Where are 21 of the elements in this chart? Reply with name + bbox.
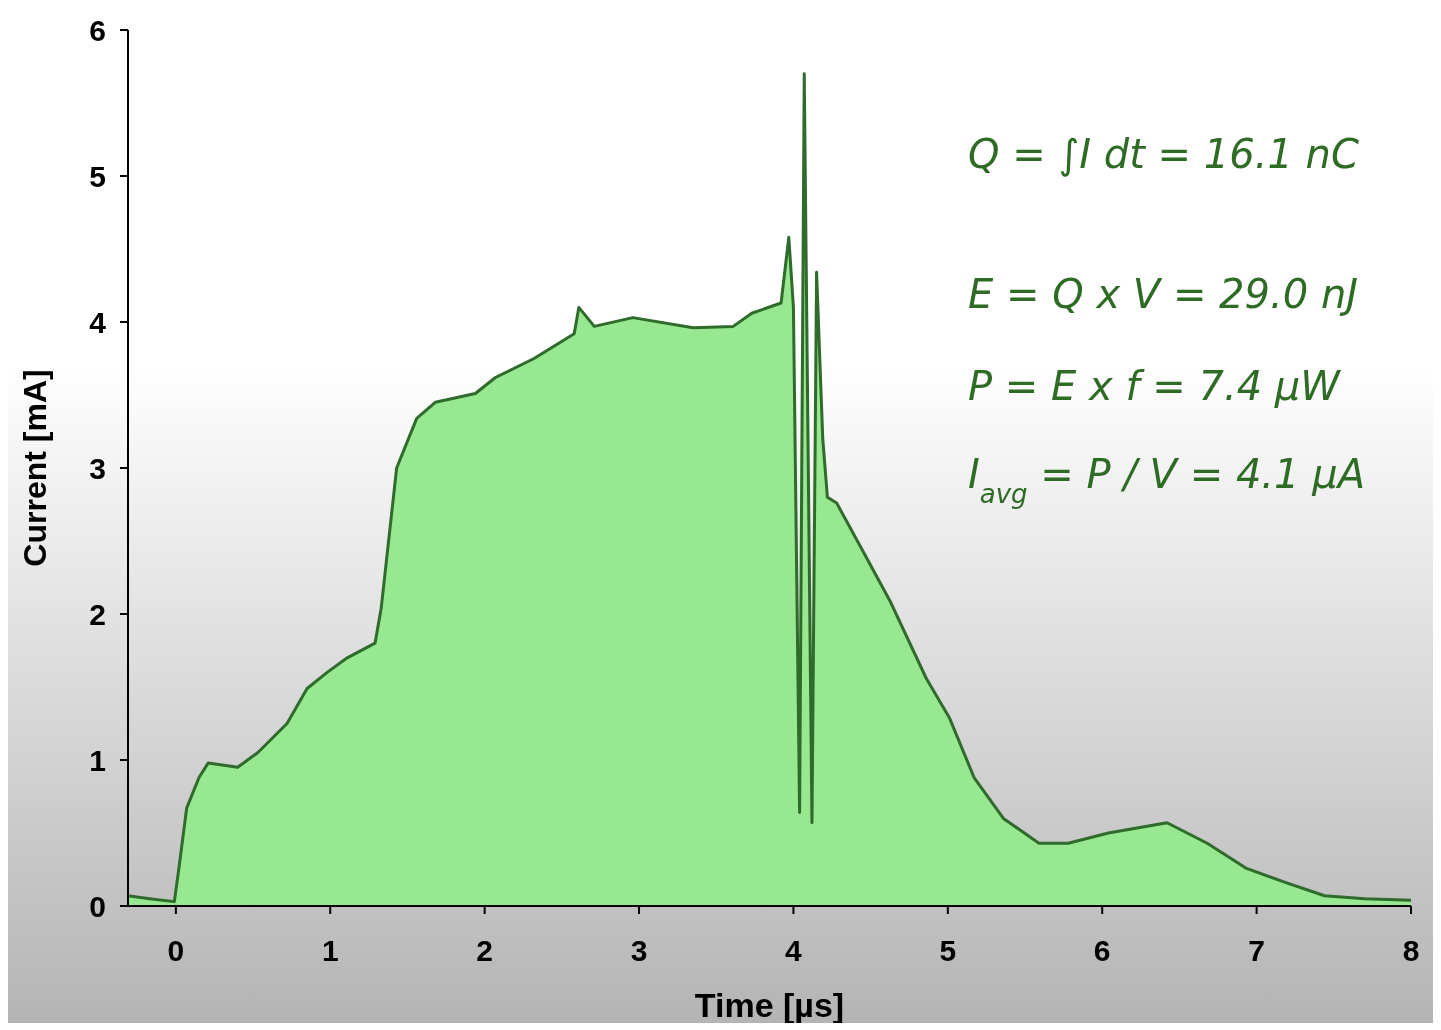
x-tick-label: 5: [939, 934, 957, 967]
y-tick-label: 6: [89, 13, 106, 47]
y-tick-label: 0: [89, 889, 106, 923]
y-axis-title: Current [mA]: [17, 369, 53, 567]
x-tick-label: 1: [321, 934, 339, 967]
annotation: Q = ∫I dt = 16.1 nC: [968, 131, 1359, 177]
x-tick-label: 2: [476, 934, 493, 967]
y-tick-label: 3: [89, 451, 106, 485]
y-tick-label: 1: [89, 743, 106, 777]
y-tick-label: 4: [89, 305, 107, 339]
x-tick-label: 8: [1402, 934, 1420, 967]
annotation: P = E x f = 7.4 µW: [968, 363, 1342, 409]
x-tick-label: 4: [785, 934, 803, 967]
x-tick-label: 3: [630, 934, 648, 967]
x-tick-label: 0: [167, 934, 185, 967]
x-tick-label: 6: [1093, 934, 1111, 967]
x-tick-label: 7: [1248, 934, 1265, 967]
y-tick-label: 2: [89, 597, 106, 631]
y-tick-label: 5: [89, 159, 106, 193]
annotation: I$_{avg}$ = P / V = 4.1 µA: [968, 451, 1366, 509]
annotation: E = Q x V = 29.0 nJ: [968, 271, 1359, 317]
